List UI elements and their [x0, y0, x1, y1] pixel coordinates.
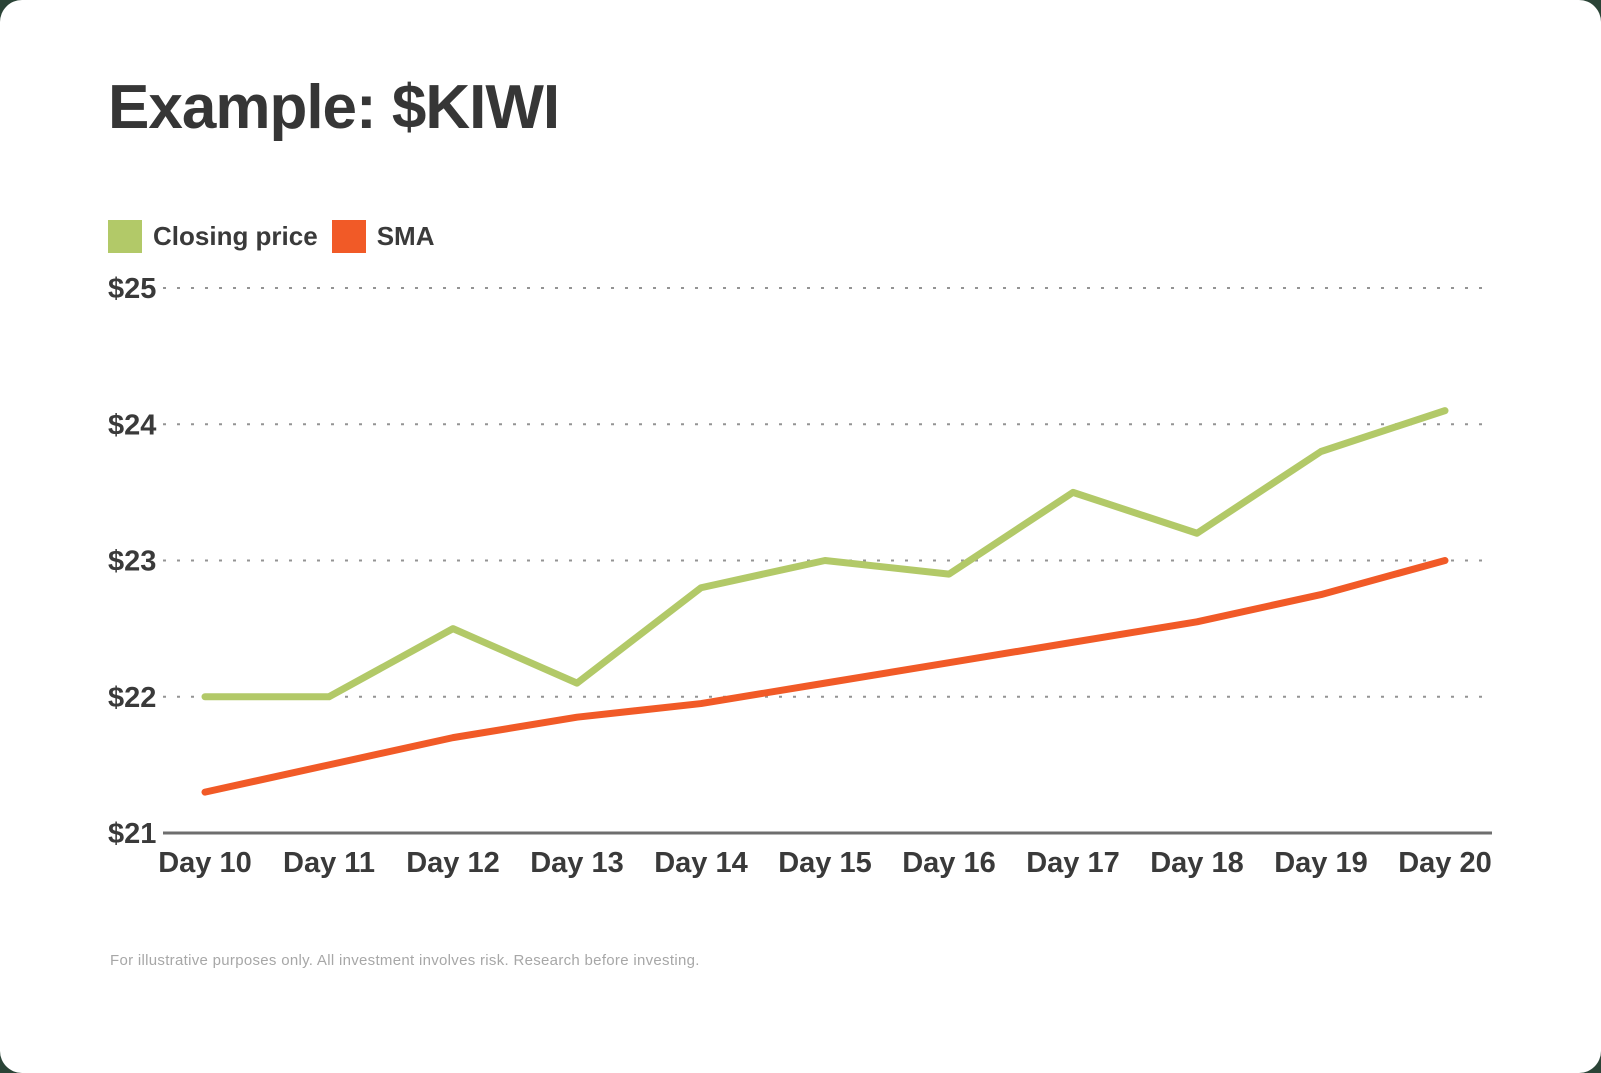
- x-axis-tick-label: Day 17: [1026, 847, 1120, 879]
- x-axis-tick-label: Day 11: [283, 847, 375, 879]
- legend-label-closing-price: Closing price: [153, 221, 318, 251]
- y-axis-tick-label: $21: [108, 818, 156, 850]
- chart-title: Example: $KIWI: [108, 73, 560, 142]
- legend-item-sma: SMA: [331, 220, 435, 253]
- closing-price-swatch: [108, 220, 142, 253]
- disclaimer-text: For illustrative purposes only. All inve…: [110, 952, 700, 969]
- x-axis-tick-label: Day 16: [902, 847, 996, 879]
- x-axis-tick-label: Day 19: [1274, 847, 1368, 879]
- y-axis-tick-label: $25: [108, 273, 156, 305]
- x-axis-tick-label: Day 12: [406, 847, 500, 879]
- x-axis-tick-label: Day 20: [1398, 847, 1492, 879]
- x-axis-tick-label: Day 15: [778, 847, 872, 879]
- y-axis-tick-label: $23: [108, 546, 156, 578]
- x-axis-tick-label: Day 13: [530, 847, 624, 879]
- sma-line: [201, 557, 1449, 796]
- x-axis-tick-label: Day 18: [1150, 847, 1244, 879]
- y-axis-tick-label: $22: [108, 682, 156, 714]
- sma-swatch: [331, 220, 366, 253]
- x-axis-tick-label: Day 10: [158, 847, 252, 879]
- legend-item-closing-price: Closing price: [108, 220, 318, 253]
- legend-label-sma: SMA: [376, 221, 435, 251]
- y-axis-tick-label: $24: [108, 409, 156, 441]
- closing-price-line: [201, 407, 1449, 701]
- x-axis-tick-label: Day 14: [654, 847, 748, 879]
- legend: Closing price SMA: [108, 220, 434, 253]
